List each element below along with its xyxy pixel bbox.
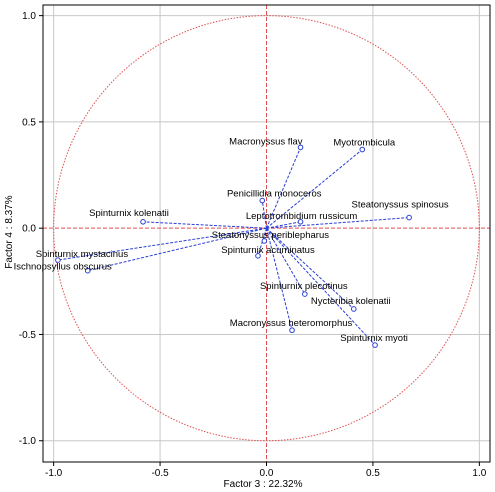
loading-vector [266,149,363,229]
variable-label: Leptotrombidium russicum [246,211,357,222]
x-tick-label: -1.0 [45,468,63,479]
variable-point [350,306,357,312]
loading-vector [87,227,267,272]
loading-vector [266,227,306,295]
loading-vector [266,228,293,331]
variable-point [55,257,61,263]
variable-point [302,291,308,297]
loading-vector [266,221,301,229]
variable-label: Spinturnix mystacinus [36,249,129,260]
variable-label: Spinturnix kolenatii [89,208,169,219]
loading-vector [266,227,376,346]
loading-vector [143,221,267,229]
variable-point [289,327,295,334]
y-tick-label: 0.0 [22,224,36,235]
variable-label: Macronyssus heteromorphus [230,318,353,329]
variable-point [84,267,91,274]
variable-points [55,144,412,348]
loading-vector [57,227,267,261]
y-tick-label: -1.0 [19,436,37,447]
variable-point [372,342,378,348]
variable-label: Ischnopsyllus obscurus [14,262,112,273]
x-tick-label: 0.5 [366,468,380,479]
x-tick-label: 0.0 [260,468,274,479]
variable-label: Spinturnix myoti [340,333,408,344]
x-tick-label: -0.5 [151,468,169,479]
y-tick-label: 0.5 [22,117,36,128]
x-tick-label: 1.0 [472,468,486,479]
y-axis-label: Factor 4 : 8.37% [4,195,15,268]
variable-label: Spinturnix acuminatus [221,245,315,256]
x-tick-labels: -1.0 -0.5 0.0 0.5 1.0 [45,468,487,479]
loading-vector [266,147,302,229]
variable-label: Steatonyssus periblepharus [212,230,329,241]
variable-point [261,238,268,244]
variable-point [259,197,266,204]
loading-vector [266,227,355,310]
variable-labels: Macronyssus flav Myotrombicula Penicillidi… [14,136,449,344]
variable-label: Steatonyssus spinosus [352,200,449,211]
variable-point [297,219,304,225]
y-tick-labels: 1.0 0.5 0.0 -0.5 -1.0 [19,11,37,447]
variable-point [297,144,304,151]
variable-label: Macronyssus flav [229,136,303,147]
variable-label: Nycteribia kolenatii [311,296,391,307]
x-axis-label: Factor 3 : 22.32% [224,479,303,490]
y-tick-label: 1.0 [22,11,36,22]
y-tick-label: -0.5 [19,330,37,341]
variable-label: Penicillidia monoceros [227,189,322,200]
variable-point [406,214,412,221]
loading-vector [261,200,267,229]
loading-vector [266,217,410,229]
variable-label: Myotrombicula [333,138,395,149]
variable-point [255,253,261,259]
variable-point [140,219,146,225]
variable-label: Spinturnix plecotinus [260,281,348,292]
tick-marks [39,15,480,466]
loading-vectors [57,147,410,346]
variable-point [359,146,366,153]
